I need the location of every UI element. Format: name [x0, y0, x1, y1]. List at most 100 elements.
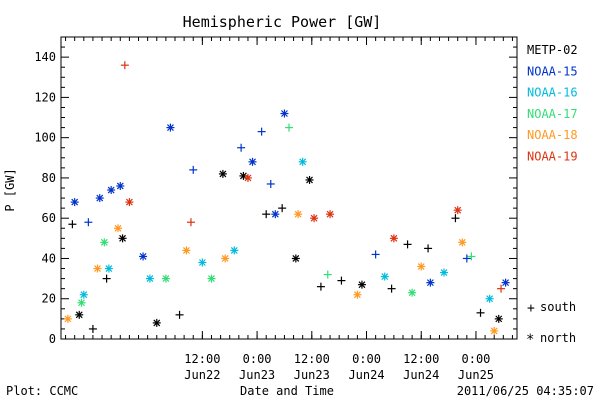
data-point	[198, 258, 207, 267]
data-point	[337, 276, 346, 285]
legend-entry: NOAA-16	[527, 86, 578, 100]
data-point	[104, 264, 113, 273]
data-point	[237, 143, 246, 152]
data-point	[371, 250, 380, 259]
data-point	[501, 278, 510, 287]
y-tick-label: 20	[42, 292, 56, 306]
legend-entry: METP-02	[527, 43, 578, 57]
data-point	[424, 244, 433, 253]
data-point	[68, 220, 77, 229]
data-point	[426, 278, 435, 287]
data-point	[403, 240, 412, 249]
data-point	[310, 214, 319, 223]
x-tick-time-label: 12:00	[403, 352, 439, 366]
data-point	[387, 284, 396, 293]
data-point	[380, 272, 389, 281]
data-point	[182, 246, 191, 255]
x-axis-label: Date and Time	[240, 384, 334, 398]
data-point	[462, 254, 471, 263]
data-point	[458, 238, 467, 247]
data-point	[271, 210, 280, 219]
legend: METP-02 NOAA-15 NOAA-16 NOAA-17 NOAA-18 NOAA-…	[527, 43, 578, 164]
data-point	[145, 274, 154, 283]
data-point	[291, 254, 300, 263]
data-point	[120, 61, 129, 70]
data-point	[440, 268, 449, 277]
data-point	[257, 127, 266, 136]
x-tick-date-label: Jun23	[294, 368, 330, 382]
data-point	[230, 246, 239, 255]
y-tick-label: 100	[34, 131, 56, 145]
data-point	[102, 274, 111, 283]
south-marker-symbol: +	[527, 301, 535, 316]
x-tick-time-label: 0:00	[243, 352, 272, 366]
data-point	[248, 157, 257, 166]
data-point	[326, 210, 335, 219]
data-point	[243, 173, 252, 182]
plot-area	[60, 36, 518, 340]
data-point	[323, 270, 332, 279]
data-point	[186, 218, 195, 227]
data-point	[207, 274, 216, 283]
data-point	[152, 318, 161, 327]
legend-entry: NOAA-19	[527, 150, 578, 164]
data-point	[95, 194, 104, 203]
data-point	[114, 224, 122, 233]
data-point	[79, 290, 88, 299]
north-marker-symbol: *	[526, 332, 534, 348]
data-point	[118, 234, 127, 243]
data-point	[93, 264, 102, 273]
data-point	[175, 310, 184, 319]
data-point	[417, 262, 426, 271]
data-point	[280, 109, 289, 118]
data-point	[497, 284, 506, 293]
data-point	[161, 274, 170, 283]
legend-entry: NOAA-17	[527, 107, 578, 121]
data-point	[100, 238, 109, 247]
x-tick-date-label: Jun23	[239, 368, 275, 382]
north-marker-label: north	[540, 331, 576, 345]
data-point	[262, 210, 271, 219]
data-point	[77, 298, 86, 307]
legend-entry: NOAA-15	[527, 64, 578, 78]
data-point	[278, 204, 287, 213]
data-point	[298, 157, 307, 166]
legend-entry: NOAA-18	[527, 128, 578, 142]
chart-title: Hemispheric Power [GW]	[183, 13, 382, 31]
x-axis: 12:00 Jun22 0:00 Jun23 12:00 Jun23 0:00 Jun24 12…	[65, 37, 513, 382]
data-point	[84, 218, 93, 227]
data-point	[357, 280, 366, 289]
y-tick-label: 40	[42, 251, 56, 265]
south-marker-label: south	[540, 300, 576, 314]
data-point	[389, 234, 398, 243]
data-point	[485, 294, 494, 303]
data-point	[189, 165, 198, 174]
data-points	[63, 61, 510, 335]
data-point	[75, 310, 84, 319]
y-tick-label: 80	[42, 171, 56, 185]
data-point	[139, 252, 148, 261]
data-point	[353, 290, 362, 299]
y-tick-label: 120	[34, 90, 56, 104]
footer-timestamp: 2011/06/25 04:35:07	[457, 384, 594, 398]
data-point	[467, 252, 476, 261]
y-tick-label: 140	[34, 50, 56, 64]
data-point	[218, 169, 227, 178]
data-point	[408, 288, 417, 297]
data-point	[88, 324, 97, 333]
data-point	[316, 282, 325, 291]
x-tick-time-label: 12:00	[184, 352, 220, 366]
y-tick-label: 60	[42, 211, 56, 225]
data-point	[490, 326, 499, 335]
y-axis: 0 20 40 60 80 100 120 140	[34, 46, 517, 346]
data-point	[285, 123, 293, 132]
data-point	[494, 314, 503, 323]
data-point	[453, 206, 462, 215]
data-point	[305, 175, 314, 184]
y-tick-label: 0	[49, 332, 56, 346]
x-tick-date-label: Jun22	[184, 368, 220, 382]
x-tick-date-label: Jun24	[403, 368, 439, 382]
data-point	[266, 179, 275, 188]
data-point	[451, 214, 460, 223]
